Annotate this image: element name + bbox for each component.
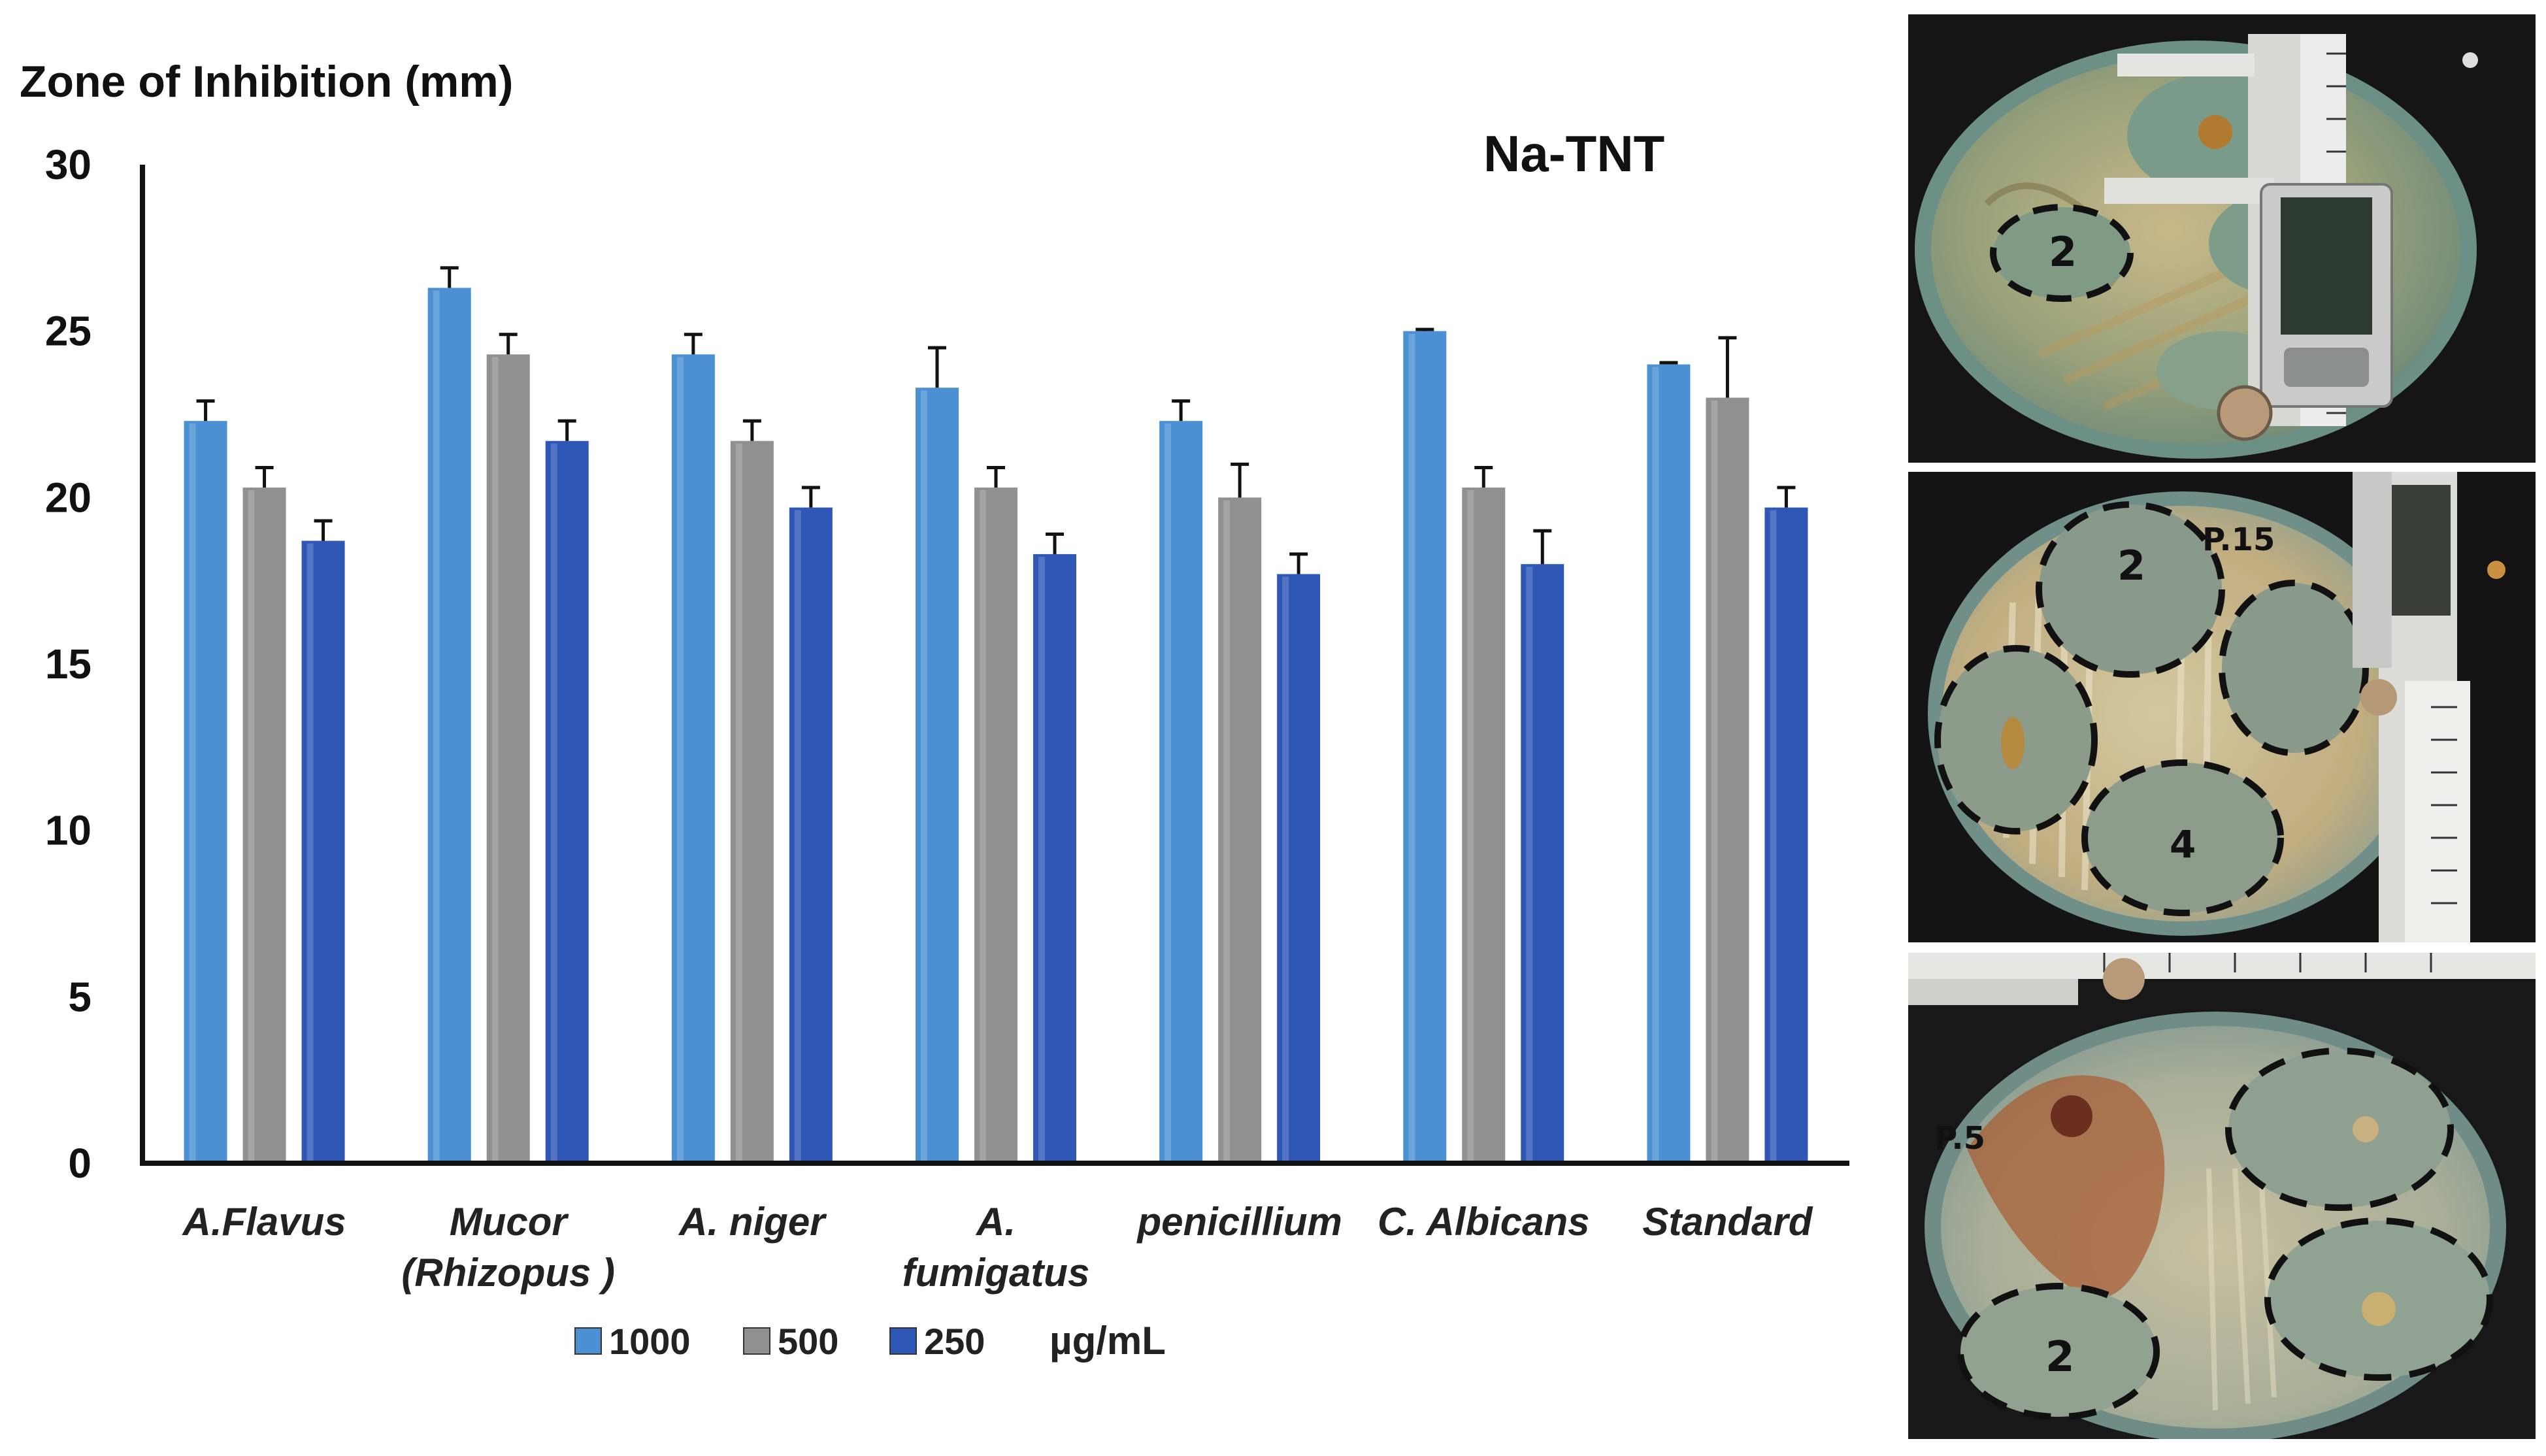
bar-chart: Zone of Inhibition (mm) Na-TNT 0 5 10 15 20 2… (20, 57, 1849, 1363)
petri-plate-photo-2: 2 P.15 4 (1908, 472, 2536, 942)
bar-highlight (491, 357, 499, 1161)
bar-1000-2 (671, 354, 715, 1163)
x-axis-labels: A.Flavus Mucor (Rhizopus ) A. niger A. fumiga… (182, 1200, 1813, 1295)
bar-500-3 (974, 488, 1017, 1163)
bar-highlight (1165, 423, 1172, 1161)
bar-series (184, 288, 1808, 1164)
legend: 1000 500 250 µg/mL (574, 1319, 1166, 1363)
bar-highlight (794, 510, 801, 1161)
bar-highlight (980, 490, 986, 1161)
error-bars (196, 266, 1796, 574)
y-tick-label: 20 (45, 474, 91, 521)
y-axis-ticks: 0 5 10 15 20 25 30 (45, 141, 91, 1187)
bar-1000-5 (1403, 331, 1447, 1164)
legend-swatch-1000 (574, 1327, 602, 1355)
plate-2-mark-a: 2 (2117, 542, 2145, 589)
x-category-label: C. Albicans (1378, 1200, 1590, 1244)
plate-1-mark: 2 (2049, 228, 2077, 276)
chart-title: Na-TNT (1483, 125, 1664, 182)
bar-highlight (921, 390, 927, 1161)
bar-500-0 (242, 488, 286, 1163)
bar-highlight (306, 543, 314, 1161)
y-tick-label: 0 (68, 1140, 91, 1187)
bar-500-6 (1706, 397, 1749, 1163)
petri-plate-photo-1: 2 (1908, 14, 2536, 463)
legend-swatch-250 (889, 1327, 917, 1355)
x-category-label: penicillium (1136, 1200, 1342, 1244)
plate-2-mark-c: 4 (2170, 822, 2196, 867)
petri-plate-photos: 2 (1908, 14, 2536, 1439)
x-category-label: fumigatus (902, 1251, 1090, 1295)
legend-label-1000: 1000 (609, 1321, 691, 1362)
bar-1000-6 (1647, 364, 1691, 1163)
x-category-label: A. (975, 1200, 1016, 1244)
plate-3-mark-a: P.5 (1934, 1120, 1985, 1157)
legend-unit: µg/mL (1050, 1319, 1166, 1363)
x-category-label: Mucor (450, 1200, 570, 1244)
bar-250-4 (1277, 574, 1321, 1163)
bar-250-3 (1033, 554, 1076, 1163)
bar-highlight (189, 423, 196, 1161)
x-category-label: Standard (1642, 1200, 1813, 1244)
bar-highlight (433, 290, 440, 1161)
y-tick-label: 15 (45, 640, 91, 687)
bar-highlight (1408, 333, 1415, 1161)
legend-label-500: 500 (778, 1321, 838, 1362)
bar-500-4 (1218, 497, 1262, 1163)
bar-highlight (735, 443, 742, 1161)
bar-1000-0 (184, 421, 227, 1163)
bar-500-2 (730, 440, 774, 1164)
bar-highlight (1282, 576, 1289, 1161)
bar-250-0 (301, 540, 345, 1163)
legend-swatch-500 (743, 1327, 770, 1355)
plate-3-mark-b: 2 (2045, 1333, 2075, 1382)
x-category-label: (Rhizopus ) (401, 1251, 615, 1295)
axes (140, 165, 1849, 1166)
plate-2-mark-b: P.15 (2202, 521, 2275, 558)
x-category-label: A.Flavus (182, 1200, 346, 1244)
bar-highlight (248, 490, 255, 1161)
x-category-label: A. niger (678, 1200, 827, 1244)
bar-highlight (1467, 490, 1474, 1161)
bar-250-5 (1521, 564, 1564, 1163)
bar-250-6 (1764, 507, 1808, 1163)
bar-1000-4 (1159, 421, 1203, 1163)
y-tick-label: 10 (45, 807, 91, 854)
petri-plate-photo-3: P.5 2 (1908, 953, 2536, 1439)
bar-highlight (1711, 400, 1718, 1161)
y-axis-title: Zone of Inhibition (mm) (20, 57, 513, 107)
bar-1000-3 (916, 388, 959, 1163)
y-tick-label: 25 (45, 308, 91, 355)
bar-highlight (1526, 567, 1533, 1161)
y-tick-label: 5 (68, 973, 91, 1020)
bar-highlight (1770, 510, 1777, 1161)
bar-250-1 (545, 440, 589, 1164)
bar-highlight (676, 357, 684, 1161)
bar-500-5 (1462, 488, 1506, 1163)
bar-highlight (1652, 367, 1659, 1161)
y-tick-label: 30 (45, 141, 91, 188)
bar-highlight (1223, 500, 1231, 1161)
bar-highlight (1038, 556, 1045, 1161)
bar-500-1 (486, 354, 530, 1163)
legend-label-250: 250 (924, 1321, 985, 1362)
bar-250-2 (789, 507, 833, 1163)
bar-1000-1 (427, 288, 471, 1163)
bar-highlight (550, 443, 557, 1161)
